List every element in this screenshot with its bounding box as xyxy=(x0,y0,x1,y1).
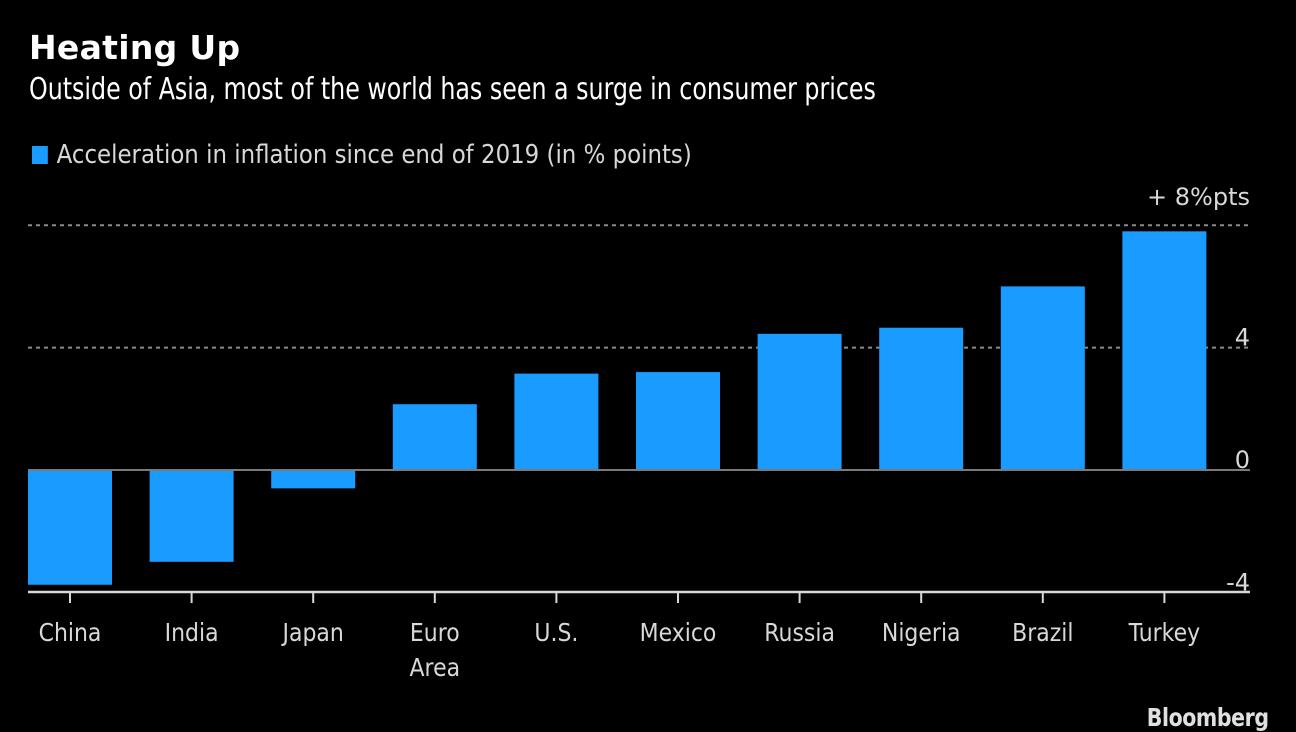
x-tick-label: Mexico xyxy=(640,618,717,648)
y-tick-label: 4 xyxy=(1235,324,1250,352)
bar-euro-area xyxy=(392,404,477,470)
x-tick-label: India xyxy=(165,618,219,648)
y-tick-label: + 8%pts xyxy=(1147,183,1250,211)
bar-nigeria xyxy=(879,327,964,470)
y-tick-label: 0 xyxy=(1235,446,1250,474)
x-tick-label: Brazil xyxy=(1012,618,1073,648)
legend-label: Acceleration in inflation since end of 2… xyxy=(56,140,692,170)
bar-brazil xyxy=(1000,286,1085,470)
bar-russia xyxy=(757,333,842,470)
bloomberg-logo: Bloomberg xyxy=(1147,703,1269,732)
y-tick-label: -4 xyxy=(1226,568,1250,596)
bar-china xyxy=(28,470,112,585)
bar-japan xyxy=(271,470,356,489)
x-tick-label: China xyxy=(39,618,102,648)
legend-swatch xyxy=(32,146,48,164)
x-tick-label: U.S. xyxy=(534,618,578,648)
chart-subtitle: Outside of Asia, most of the world has s… xyxy=(29,72,876,107)
x-tick-label: Turkey xyxy=(1128,618,1201,648)
chart-title: Heating Up xyxy=(29,28,241,67)
x-tick-label: Area xyxy=(410,653,461,683)
bar-mexico xyxy=(636,372,720,470)
x-tick-label: Japan xyxy=(281,618,344,648)
x-tick-label: Euro xyxy=(410,618,460,648)
bar-u-s- xyxy=(514,373,599,470)
bar-india xyxy=(149,470,234,562)
x-tick-label: Russia xyxy=(764,618,835,648)
legend: Acceleration in inflation since end of 2… xyxy=(32,140,692,170)
x-tick-label: Nigeria xyxy=(882,618,961,648)
bar-turkey xyxy=(1122,231,1207,470)
